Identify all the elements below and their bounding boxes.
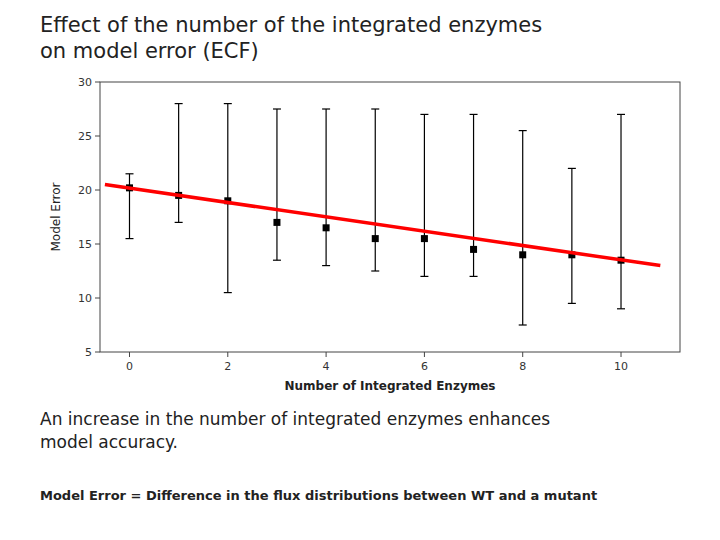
error-bar-stem (178, 104, 179, 223)
x-tick-label: 6 (421, 360, 428, 373)
error-bar (470, 114, 478, 276)
error-bar-stem (276, 109, 277, 260)
error-bar (420, 114, 428, 276)
error-bar-cap (125, 173, 133, 174)
mean-marker (519, 251, 526, 258)
y-tick-label: 20 (78, 184, 92, 197)
error-bar-cap (273, 108, 281, 109)
y-tick-label: 5 (85, 346, 92, 359)
error-bar-cap (224, 292, 232, 293)
title-line: Effect of the number of the integrated e… (40, 13, 542, 37)
x-tick-label: 0 (126, 360, 133, 373)
error-bar-cap (420, 114, 428, 115)
y-tick-label: 15 (78, 238, 92, 251)
subtitle-line: An increase in the number of integrated … (40, 409, 550, 429)
error-bar (125, 174, 133, 239)
mean-marker (372, 235, 379, 242)
x-tick-label: 10 (614, 360, 628, 373)
y-tick-label: 25 (78, 130, 92, 143)
error-bar-cap (175, 103, 183, 104)
subtitle: An increase in the number of integrated … (40, 409, 550, 452)
error-bar-cap (470, 114, 478, 115)
title: Effect of the number of the integrated e… (40, 13, 542, 63)
error-bar-cap (224, 103, 232, 104)
error-bar-stem (129, 174, 130, 239)
error-bar-stem (522, 131, 523, 325)
error-bar-stem (375, 109, 376, 271)
plot-frame (100, 82, 680, 352)
mean-marker (421, 235, 428, 242)
x-axis-label: Number of Integrated Enzymes (284, 379, 495, 393)
y-tick (95, 298, 100, 299)
error-bar-cap (371, 270, 379, 271)
error-bar-cap (322, 108, 330, 109)
mean-marker (273, 219, 280, 226)
error-bar-cap (175, 222, 183, 223)
error-bar-stem (620, 114, 621, 308)
error-bar (568, 168, 576, 303)
title-line: on model error (ECF) (40, 39, 259, 63)
error-bar (617, 114, 625, 308)
y-tick (95, 82, 100, 83)
x-tick-label: 4 (323, 360, 330, 373)
error-bar-cap (568, 303, 576, 304)
y-tick (95, 244, 100, 245)
error-bar-cap (470, 276, 478, 277)
error-bar-cap (125, 238, 133, 239)
plot-data (105, 104, 660, 325)
y-tick-label: 10 (78, 292, 92, 305)
chart: Effect of the number of the integrated e… (0, 0, 720, 540)
y-tick (95, 352, 100, 353)
y-tick (95, 136, 100, 137)
error-bar-cap (371, 108, 379, 109)
x-tick-label: 2 (224, 360, 231, 373)
error-bar (273, 109, 281, 260)
error-bar-cap (519, 324, 527, 325)
error-bar-cap (568, 168, 576, 169)
error-bar (322, 109, 330, 266)
error-bar-cap (273, 260, 281, 261)
error-bar-stem (571, 168, 572, 303)
y-tick-label: 30 (78, 76, 92, 89)
x-tick-label: 8 (519, 360, 526, 373)
error-bar (224, 104, 232, 293)
x-tick (326, 352, 327, 357)
background (0, 0, 720, 540)
error-bar-stem (424, 114, 425, 276)
y-tick (95, 190, 100, 191)
error-bar (371, 109, 379, 271)
x-tick (621, 352, 622, 357)
mean-marker (470, 246, 477, 253)
error-bar (519, 131, 527, 325)
trend-line (105, 185, 660, 266)
x-tick (129, 352, 130, 357)
error-bar-cap (420, 276, 428, 277)
footnote: Model Error = Difference in the flux dis… (40, 488, 597, 503)
y-axis-label: Model Error (49, 182, 63, 251)
error-bar-cap (617, 114, 625, 115)
x-tick (424, 352, 425, 357)
x-tick (522, 352, 523, 357)
subtitle-line: model accuracy. (40, 432, 178, 452)
error-bar-cap (617, 308, 625, 309)
x-tick (227, 352, 228, 357)
error-bar-cap (322, 265, 330, 266)
error-bar-stem (326, 109, 327, 266)
mean-marker (323, 224, 330, 231)
error-bar (175, 104, 183, 223)
error-bar-cap (519, 130, 527, 131)
